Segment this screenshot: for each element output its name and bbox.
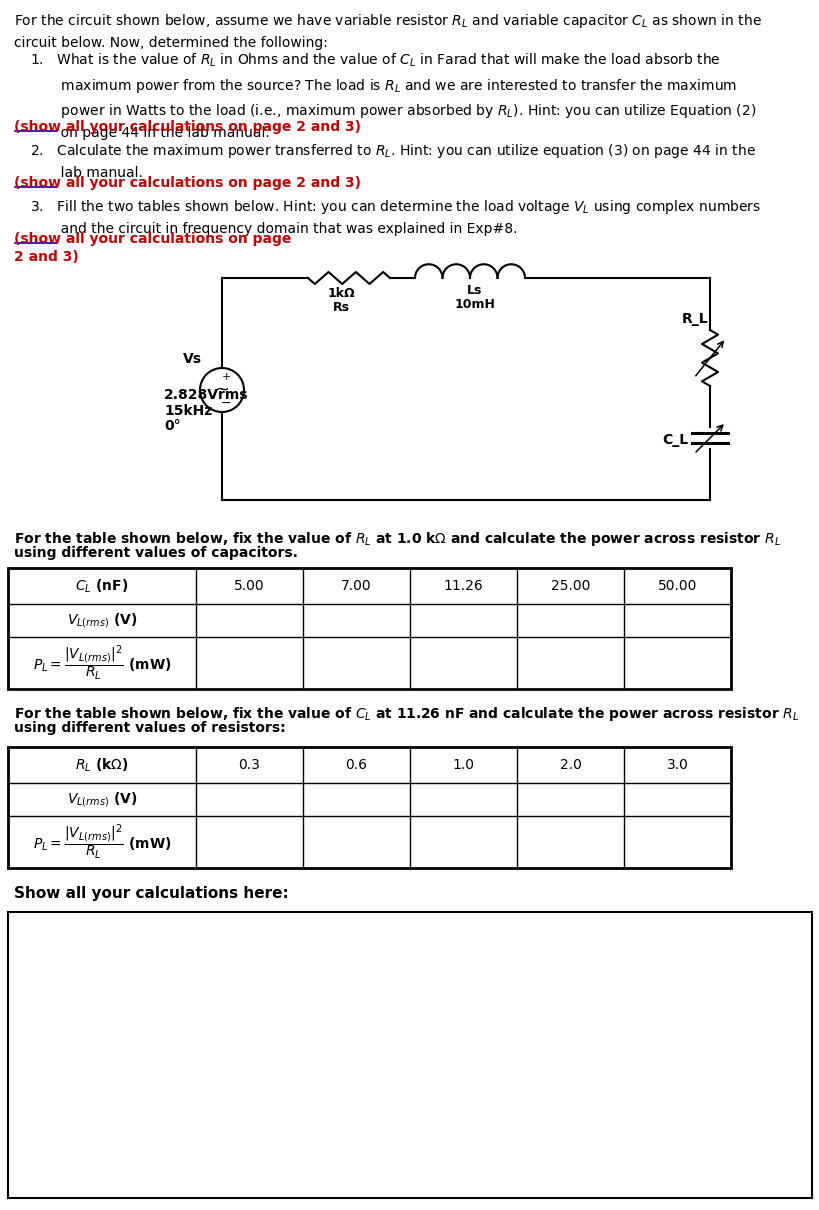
Text: 3.   Fill the two tables shown below. Hint: you can determine the load voltage $: 3. Fill the two tables shown below. Hint… [30,198,760,236]
Text: 0.3: 0.3 [238,757,260,772]
Text: $R_L$ (k$\Omega$): $R_L$ (k$\Omega$) [75,756,129,773]
Text: (show all your calculations on page: (show all your calculations on page [14,232,291,246]
Text: Rs: Rs [332,301,349,315]
Text: Vs: Vs [183,352,201,365]
Text: For the table shown below, fix the value of $R_L$ at 1.0 k$\Omega$ and calculate: For the table shown below, fix the value… [14,530,780,548]
Text: 5.00: 5.00 [234,580,265,593]
Text: 3.0: 3.0 [666,757,688,772]
Text: (show all your calculations on page 2 and 3): (show all your calculations on page 2 an… [14,175,360,190]
Text: For the circuit shown below, assume we have variable resistor $R_L$ and variable: For the circuit shown below, assume we h… [14,12,761,50]
Text: using different values of resistors:: using different values of resistors: [14,721,285,734]
Text: −: − [220,397,231,409]
Text: 25.00: 25.00 [550,580,590,593]
Text: 1kΩ: 1kΩ [327,287,355,300]
Text: 1.0: 1.0 [452,757,474,772]
Text: 2.0: 2.0 [559,757,581,772]
Text: ~: ~ [215,381,229,399]
Text: 10mH: 10mH [454,298,495,311]
Bar [8,567,730,688]
Text: $V_{L(rms)}$ (V): $V_{L(rms)}$ (V) [66,611,137,630]
Text: $C_L$ (nF): $C_L$ (nF) [75,577,129,594]
Text: R_L: R_L [681,312,708,325]
Text: 7.00: 7.00 [341,580,371,593]
Text: 2.   Calculate the maximum power transferred to $R_L$. Hint: you can utilize equ: 2. Calculate the maximum power transferr… [30,142,755,180]
Text: using different values of capacitors.: using different values of capacitors. [14,546,297,560]
Bar [8,912,811,1198]
Text: 15kHz: 15kHz [164,404,212,417]
Text: 0.6: 0.6 [345,757,367,772]
Text: 11.26: 11.26 [443,580,482,593]
Text: For the table shown below, fix the value of $C_L$ at 11.26 nF and calculate the : For the table shown below, fix the value… [14,705,799,724]
Text: 2 and 3): 2 and 3) [14,250,79,264]
Text: $V_{L(rms)}$ (V): $V_{L(rms)}$ (V) [66,790,137,809]
Text: 50.00: 50.00 [657,580,696,593]
Text: 2.828Vrms: 2.828Vrms [164,388,248,402]
Text: (show all your calculations on page 2 and 3): (show all your calculations on page 2 an… [14,120,360,134]
Bar [8,747,730,868]
Text: C_L: C_L [661,433,687,446]
Text: 0°: 0° [164,419,180,433]
Text: Show all your calculations here:: Show all your calculations here: [14,886,288,901]
Text: Ls: Ls [467,284,482,296]
Text: $P_L = \dfrac{|V_{L(rms)}|^2}{R_L}$ (mW): $P_L = \dfrac{|V_{L(rms)}|^2}{R_L}$ (mW) [33,823,171,862]
Text: +: + [221,371,230,382]
Text: 1.   What is the value of $R_L$ in Ohms and the value of $C_L$ in Farad that wil: 1. What is the value of $R_L$ in Ohms an… [30,52,755,139]
Text: $P_L = \dfrac{|V_{L(rms)}|^2}{R_L}$ (mW): $P_L = \dfrac{|V_{L(rms)}|^2}{R_L}$ (mW) [33,644,171,682]
